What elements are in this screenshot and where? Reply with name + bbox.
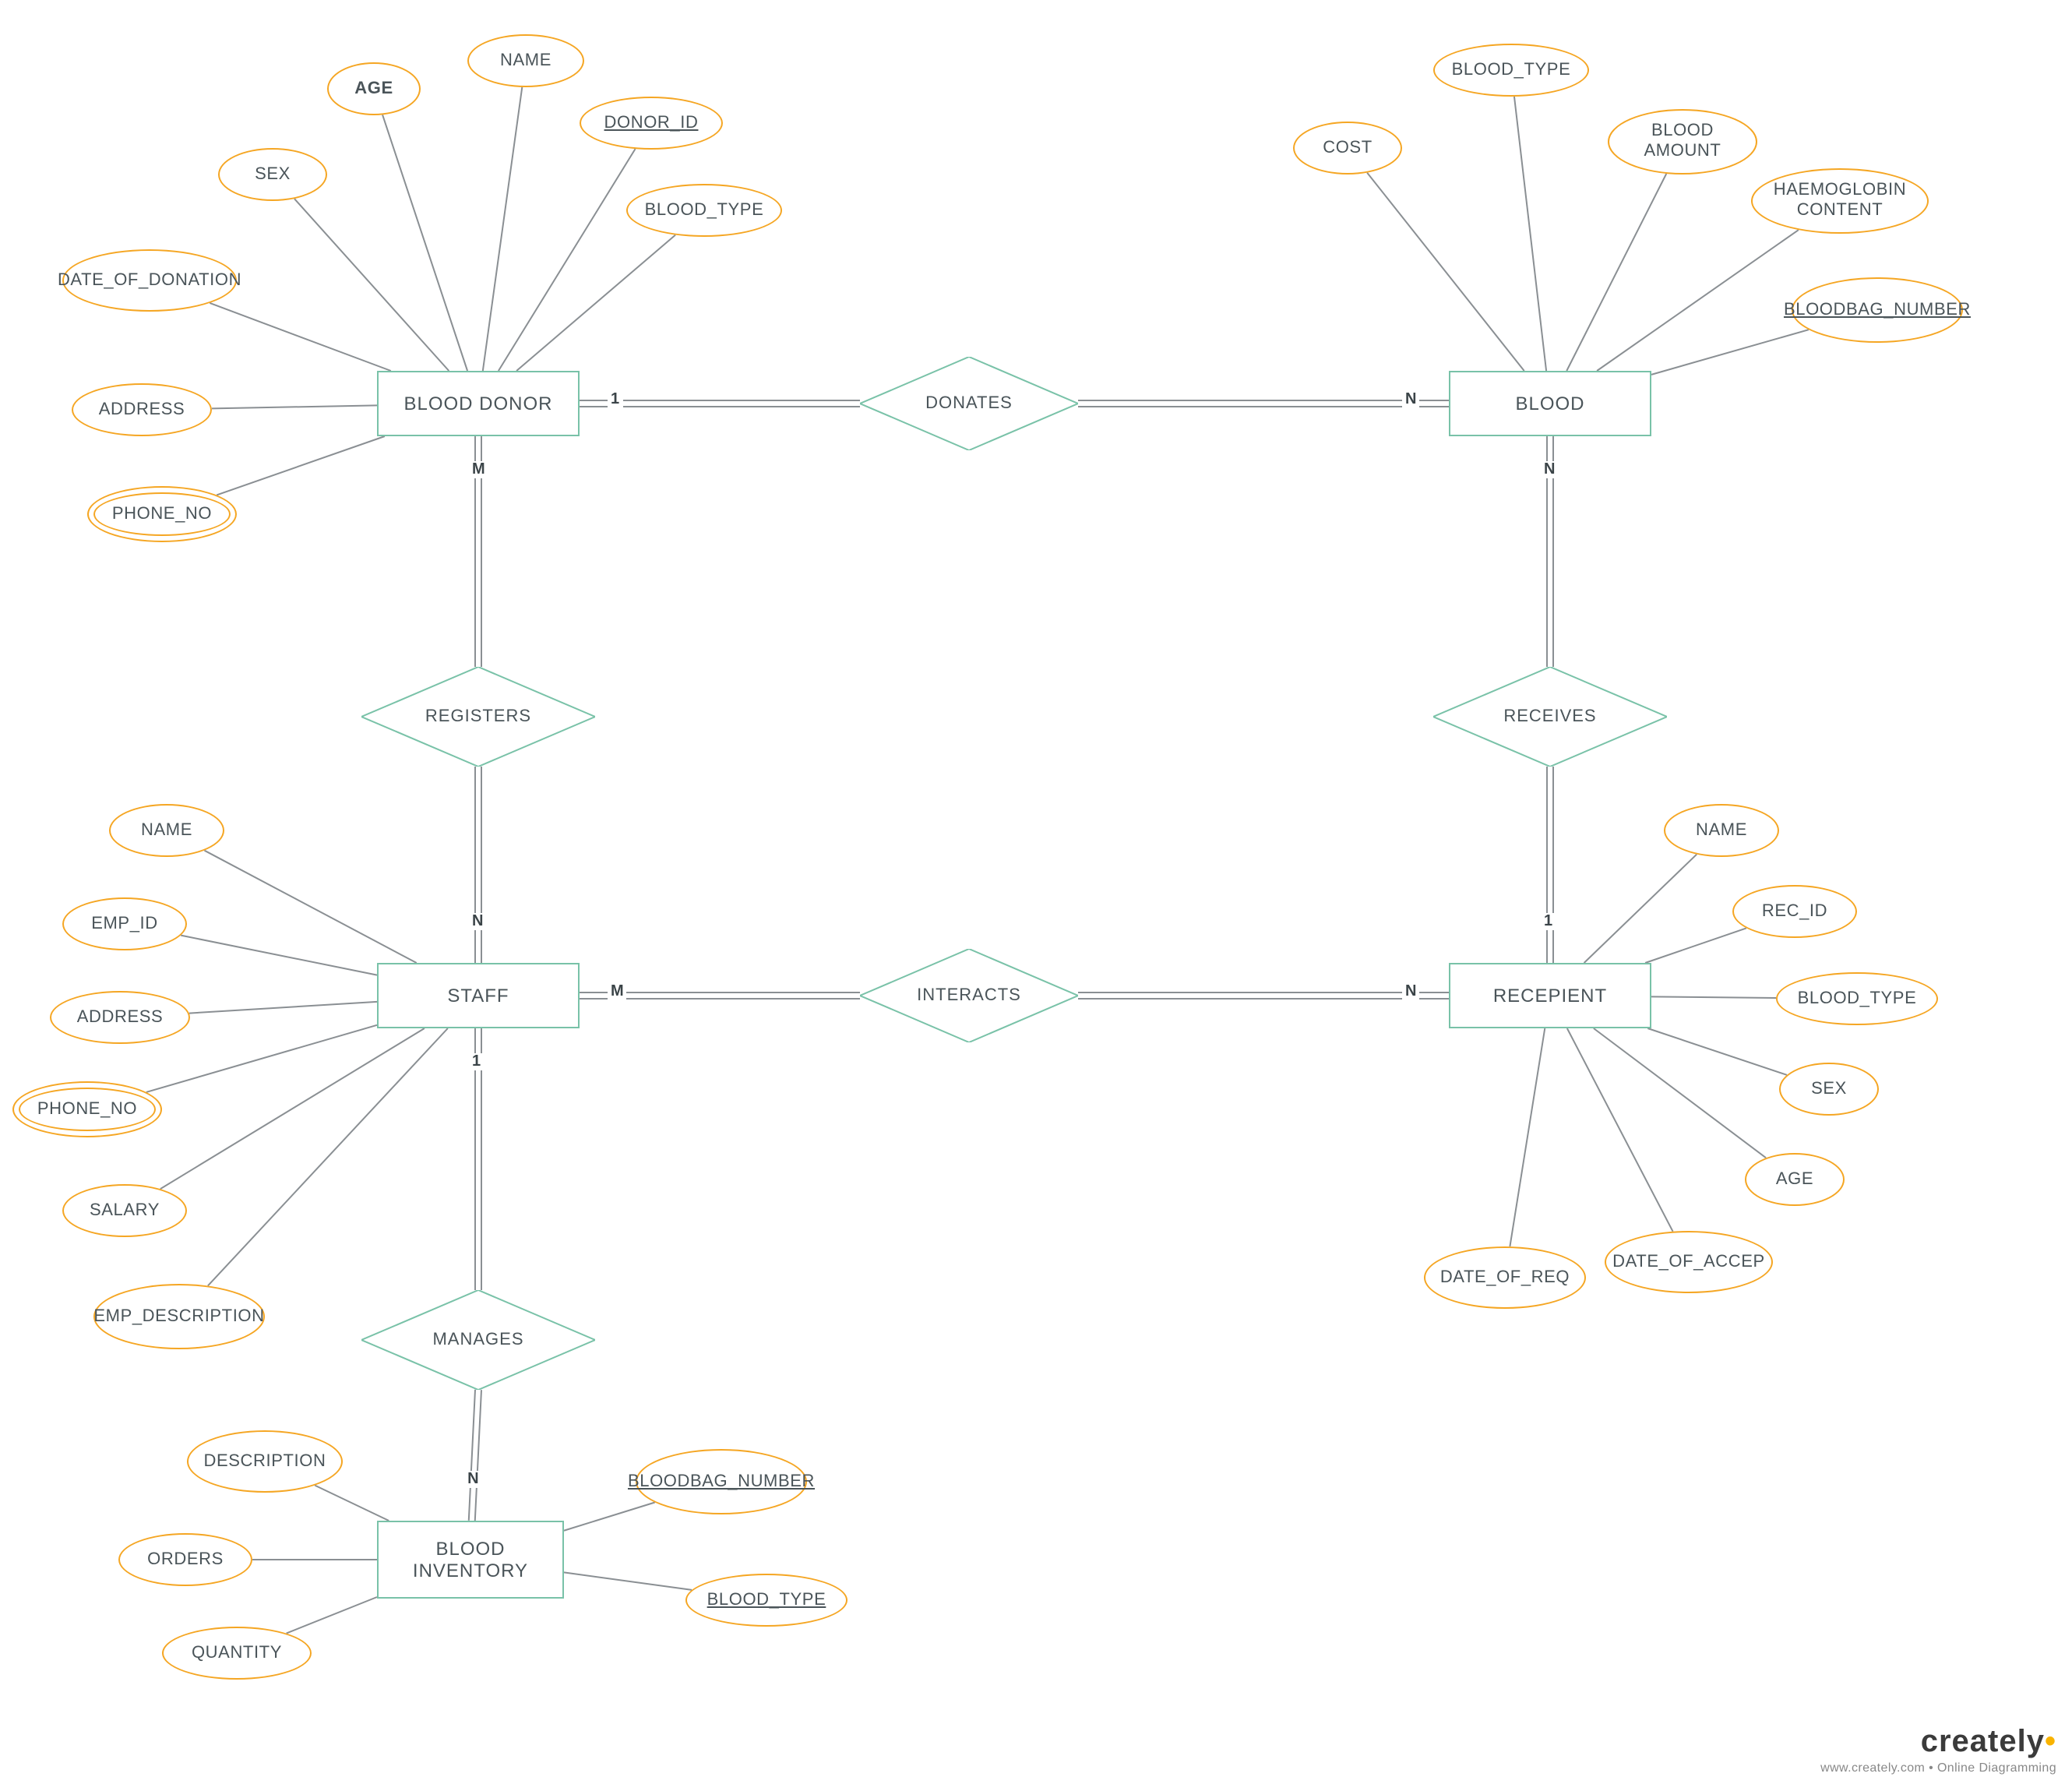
relationship-registers: REGISTERS bbox=[361, 667, 595, 767]
entity-staff: STAFF bbox=[377, 963, 580, 1028]
relationship-receives: RECEIVES bbox=[1433, 667, 1667, 767]
relationship-manages: MANAGES bbox=[361, 1290, 595, 1390]
watermark-brand-dot: • bbox=[2045, 1725, 2056, 1759]
attribute: EMP_ID bbox=[62, 897, 187, 950]
attribute: SALARY bbox=[62, 1184, 187, 1237]
cardinality: N bbox=[469, 913, 486, 930]
attribute: DATE_OF_ACCEP bbox=[1605, 1231, 1773, 1293]
attribute: BLOOD_TYPE bbox=[685, 1574, 847, 1627]
attribute: HAEMOGLOBIN CONTENT bbox=[1751, 168, 1929, 234]
attribute: PHONE_NO bbox=[87, 486, 237, 542]
attribute: ADDRESS bbox=[50, 991, 190, 1044]
attribute: NAME bbox=[467, 34, 584, 87]
er-diagram-canvas: creately• www.creately.com • Online Diag… bbox=[0, 0, 2072, 1784]
relationship-label: INTERACTS bbox=[917, 986, 1021, 1005]
entity-recipient: RECEPIENT bbox=[1449, 963, 1651, 1028]
attribute: BLOOD_TYPE bbox=[1433, 44, 1589, 97]
relationship-label: MANAGES bbox=[432, 1331, 523, 1349]
cardinality: N bbox=[1541, 461, 1558, 478]
attribute: BLOODBAG_NUMBER bbox=[636, 1449, 807, 1514]
attribute: ADDRESS bbox=[72, 383, 212, 436]
attribute: BLOOD AMOUNT bbox=[1608, 109, 1757, 175]
relationship-label: RECEIVES bbox=[1503, 707, 1596, 726]
attribute: BLOOD_TYPE bbox=[1776, 972, 1938, 1025]
attribute: SEX bbox=[218, 148, 327, 201]
attribute: DATE_OF_DONATION bbox=[62, 249, 237, 312]
attribute: AGE bbox=[1745, 1153, 1845, 1206]
attribute: SEX bbox=[1779, 1063, 1879, 1116]
attribute: NAME bbox=[1664, 804, 1779, 857]
relationship-donates: DONATES bbox=[860, 357, 1078, 450]
entity-blood: BLOOD bbox=[1449, 371, 1651, 436]
watermark-brand: creately• bbox=[1820, 1725, 2056, 1761]
cardinality: M bbox=[608, 983, 627, 1000]
watermark: creately• www.creately.com • Online Diag… bbox=[1820, 1725, 2056, 1775]
attribute: DATE_OF_REQ bbox=[1424, 1246, 1586, 1309]
attribute: QUANTITY bbox=[162, 1627, 312, 1680]
attribute: BLOOD_TYPE bbox=[626, 184, 782, 237]
cardinality: N bbox=[1402, 983, 1419, 1000]
entity-blood_inventory: BLOOD INVENTORY bbox=[377, 1521, 564, 1599]
attribute: PHONE_NO bbox=[12, 1081, 162, 1137]
cardinality: 1 bbox=[469, 1053, 484, 1070]
cardinality: N bbox=[464, 1471, 481, 1488]
watermark-brand-text: creately bbox=[1921, 1725, 2045, 1759]
relationship-label: REGISTERS bbox=[425, 707, 531, 726]
cardinality: M bbox=[469, 461, 488, 478]
cardinality: 1 bbox=[1541, 913, 1556, 930]
attribute: REC_ID bbox=[1732, 885, 1857, 938]
entity-blood_donor: BLOOD DONOR bbox=[377, 371, 580, 436]
watermark-sub: www.creately.com • Online Diagramming bbox=[1820, 1761, 2056, 1775]
attribute: DESCRIPTION bbox=[187, 1430, 343, 1493]
attribute: DONOR_ID bbox=[580, 97, 723, 150]
attribute: NAME bbox=[109, 804, 224, 857]
cardinality: 1 bbox=[608, 391, 622, 408]
attribute: ORDERS bbox=[118, 1533, 252, 1586]
relationship-interacts: INTERACTS bbox=[860, 949, 1078, 1042]
attribute: EMP_DESCRIPTION bbox=[93, 1284, 265, 1349]
relationship-label: DONATES bbox=[925, 394, 1013, 413]
attribute: COST bbox=[1293, 122, 1402, 175]
cardinality: N bbox=[1402, 391, 1419, 408]
attribute: AGE bbox=[327, 62, 421, 115]
attribute: BLOODBAG_NUMBER bbox=[1792, 277, 1963, 343]
